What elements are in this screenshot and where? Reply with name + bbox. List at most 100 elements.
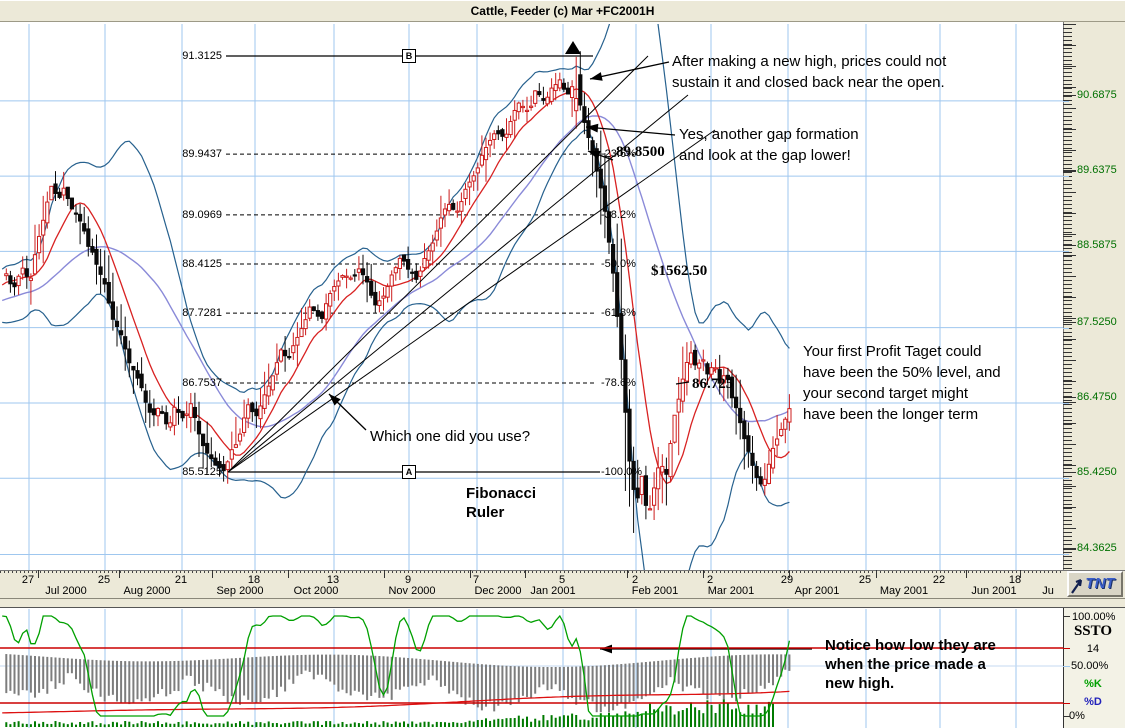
right-axis-price-label: 87.5250 bbox=[1077, 315, 1117, 328]
tnt-logo-text: TNT bbox=[1085, 575, 1115, 592]
candle-body bbox=[24, 268, 29, 277]
candle-body bbox=[557, 79, 562, 89]
candle-body bbox=[664, 468, 669, 475]
annotation-line: your second target might bbox=[803, 385, 969, 402]
candle-body bbox=[725, 374, 730, 380]
candle-body bbox=[541, 98, 546, 101]
candle-body bbox=[188, 403, 193, 418]
fib-point-a-marker[interactable]: A bbox=[402, 464, 416, 479]
candle-body bbox=[127, 348, 132, 364]
candle-body bbox=[705, 363, 710, 375]
panel-separator[interactable] bbox=[0, 598, 1125, 608]
month-label: May 2001 bbox=[879, 585, 929, 597]
right-axis-grid-tick bbox=[1063, 327, 1069, 329]
right-axis-grid-tick bbox=[1063, 554, 1069, 556]
volume-bars bbox=[5, 699, 774, 727]
candle-body bbox=[709, 367, 714, 375]
overbought-oversold-lines bbox=[0, 647, 1063, 704]
fib-price-label: 87.7281 bbox=[182, 307, 222, 320]
candle-body bbox=[242, 417, 247, 433]
candle-body bbox=[479, 154, 484, 166]
candle-body bbox=[750, 452, 755, 466]
candle-body bbox=[8, 275, 13, 285]
histogram-bars bbox=[5, 654, 791, 713]
annotation-which-one[interactable]: Which one did you use? bbox=[370, 426, 530, 447]
candle-body bbox=[688, 352, 694, 365]
candle-body bbox=[365, 276, 370, 283]
candle-body bbox=[578, 74, 583, 106]
candle-body bbox=[459, 201, 464, 212]
sto-tick-50 bbox=[1063, 666, 1070, 667]
candle-body bbox=[762, 478, 767, 486]
candle-body bbox=[201, 433, 206, 447]
candle-body bbox=[742, 420, 747, 440]
candle-body bbox=[147, 403, 152, 413]
candle-body bbox=[311, 306, 316, 312]
candle-body bbox=[332, 286, 337, 292]
candle-body bbox=[779, 428, 784, 437]
month-label: Jul 2000 bbox=[45, 585, 87, 597]
candle-body bbox=[492, 133, 497, 140]
candle-body bbox=[270, 375, 275, 391]
annotation-line: Ruler bbox=[466, 504, 505, 521]
candle-body bbox=[369, 280, 374, 296]
annotation-profit-target[interactable]: Your first Profit Taget could have been t… bbox=[803, 341, 1001, 425]
candle-body bbox=[451, 202, 456, 210]
candle-body bbox=[164, 412, 169, 425]
candle-body bbox=[418, 270, 423, 277]
annotation-fib-ruler-label[interactable]: Fibonacci Ruler bbox=[466, 484, 536, 522]
annotation-notice-low[interactable]: Notice how low they are when the price ma… bbox=[825, 636, 996, 693]
sto-tick-100 bbox=[1063, 616, 1070, 617]
month-label: Dec 2000 bbox=[474, 585, 522, 597]
right-axis-grid-tick bbox=[1063, 100, 1069, 102]
indicator-name: SSTO bbox=[1073, 623, 1113, 639]
window-title-bar[interactable]: Cattle, Feeder (c) Mar +FC2001H bbox=[0, 0, 1125, 22]
candle-body bbox=[291, 345, 296, 354]
candle-body bbox=[209, 454, 214, 460]
candle-body bbox=[758, 476, 763, 485]
price-callout[interactable]: 86.725 bbox=[692, 376, 734, 392]
day-tick-label: 2 bbox=[631, 574, 639, 586]
price-callout[interactable]: $1562.50 bbox=[651, 263, 708, 279]
candle-body bbox=[410, 271, 415, 274]
candle-body bbox=[467, 181, 472, 188]
annotation-line: have been the longer term bbox=[803, 406, 979, 423]
day-tick-label: 25 bbox=[97, 574, 111, 586]
candle-body bbox=[278, 349, 284, 362]
candle-body bbox=[82, 223, 87, 232]
day-tick-label: 29 bbox=[780, 574, 794, 586]
stochastic-lines bbox=[2, 614, 791, 717]
month-tick bbox=[288, 570, 289, 578]
candle-body bbox=[45, 201, 50, 224]
candle-body bbox=[463, 188, 468, 199]
tnt-logo-button[interactable]: TNT bbox=[1067, 571, 1123, 597]
candle-body bbox=[602, 185, 607, 212]
annotation-gap[interactable]: Yes, another gap formation and look at th… bbox=[679, 124, 859, 166]
candle-body bbox=[770, 447, 776, 469]
candle-body bbox=[414, 270, 419, 280]
annotation-new-high[interactable]: After making a new high, prices could no… bbox=[672, 51, 946, 93]
month-tick bbox=[789, 570, 790, 578]
candle-body bbox=[172, 406, 177, 426]
candle-body bbox=[656, 467, 661, 490]
annotation-line: Which one did you use? bbox=[370, 428, 531, 445]
month-label: Sep 2000 bbox=[216, 585, 264, 597]
right-axis-price-label: 88.5875 bbox=[1077, 239, 1117, 252]
candle-body bbox=[168, 422, 173, 428]
candle-body bbox=[533, 90, 538, 104]
fib-price-label: 89.9437 bbox=[182, 148, 222, 161]
day-tick-label: 21 bbox=[174, 574, 188, 586]
candle-body bbox=[274, 362, 279, 375]
right-axis-price-label: 90.6875 bbox=[1077, 88, 1117, 101]
candle-body bbox=[110, 301, 116, 320]
fib-point-b-marker[interactable]: B bbox=[402, 49, 416, 63]
candle-body bbox=[783, 418, 788, 430]
candle-body bbox=[61, 187, 66, 196]
candle-body bbox=[553, 84, 558, 92]
price-callout[interactable]: 89.8500 bbox=[616, 144, 665, 160]
candle-body bbox=[455, 210, 460, 213]
right-axis-tick bbox=[1063, 245, 1076, 247]
candle-body bbox=[94, 248, 99, 265]
candle-body bbox=[221, 464, 226, 472]
candle-body bbox=[16, 275, 21, 287]
